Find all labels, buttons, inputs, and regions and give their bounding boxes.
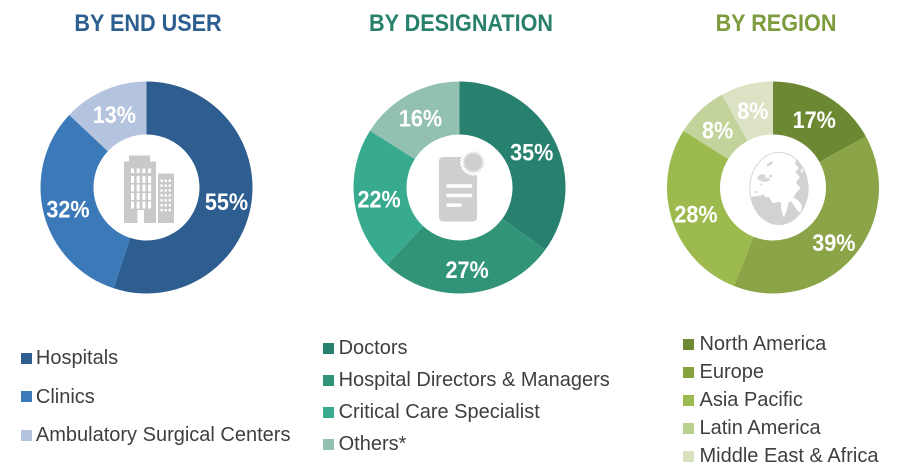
- svg-text:22%: 22%: [357, 186, 400, 213]
- svg-text:28%: 28%: [674, 200, 717, 227]
- svg-text:8%: 8%: [737, 97, 768, 124]
- svg-text:55%: 55%: [205, 188, 248, 215]
- svg-text:8%: 8%: [702, 116, 733, 143]
- svg-text:16%: 16%: [399, 104, 442, 131]
- svg-text:35%: 35%: [510, 139, 553, 166]
- svg-text:32%: 32%: [46, 196, 89, 223]
- svg-text:13%: 13%: [93, 101, 136, 128]
- svg-text:39%: 39%: [812, 229, 855, 256]
- svg-text:27%: 27%: [445, 256, 488, 283]
- svg-text:17%: 17%: [793, 106, 836, 133]
